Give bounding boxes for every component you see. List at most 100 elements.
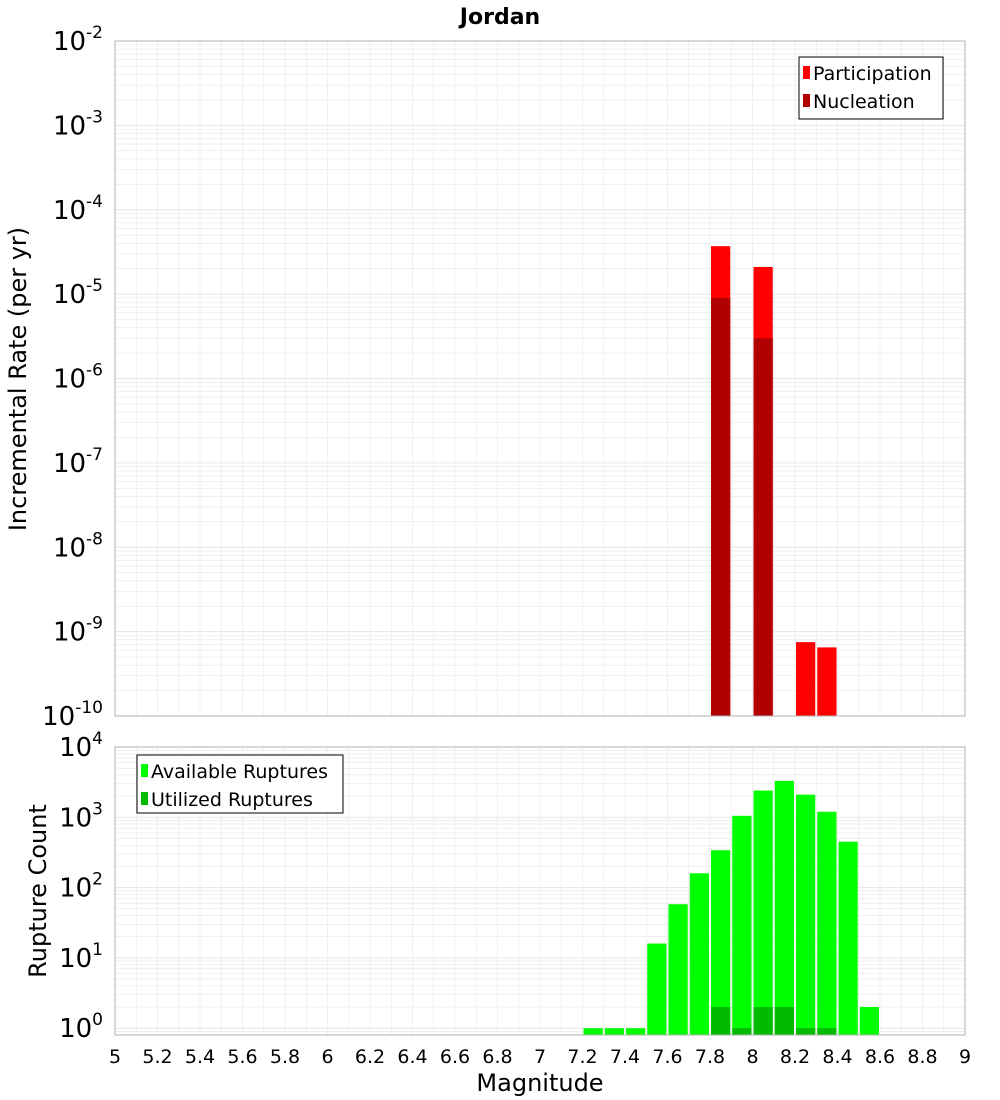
x-tick-label: 5 — [109, 1046, 121, 1068]
bottom-bar-available-ruptures — [753, 790, 773, 1035]
x-tick-label: 7.6 — [652, 1046, 682, 1068]
bottom-bar-available-ruptures — [583, 1028, 603, 1035]
y-tick-exponent: -2 — [86, 23, 103, 43]
x-tick-label: 5.2 — [142, 1046, 172, 1068]
top-legend-label: Nucleation — [813, 91, 915, 113]
top-y-tick-label: 10-10 — [42, 698, 103, 732]
top-bar-participation — [796, 642, 816, 716]
top-y-tick-label: 10-9 — [53, 614, 103, 648]
x-tick-label: 9 — [959, 1046, 971, 1068]
x-tick-label: 8 — [746, 1046, 758, 1068]
y-tick-base: 10 — [53, 449, 86, 479]
y-tick-base: 10 — [53, 280, 86, 310]
y-tick-base: 10 — [59, 874, 92, 904]
x-axis-title: Magnitude — [476, 1069, 603, 1097]
y-tick-exponent: -6 — [86, 361, 103, 381]
y-tick-exponent: 0 — [92, 1010, 103, 1030]
bottom-legend-box — [136, 754, 344, 814]
top-legend-box — [798, 56, 944, 120]
x-tick-label: 6 — [321, 1046, 333, 1068]
bottom-bar-available-ruptures — [774, 780, 794, 1035]
y-tick-base: 10 — [53, 618, 86, 648]
top-bar-participation — [817, 647, 837, 716]
y-tick-exponent: 3 — [92, 799, 103, 819]
y-tick-base: 10 — [53, 111, 86, 141]
y-tick-base: 10 — [53, 365, 86, 395]
bottom-legend-swatch — [141, 764, 148, 777]
top-legend-swatch — [803, 66, 810, 79]
x-tick-label: 7 — [534, 1046, 546, 1068]
top-plot-frame — [114, 40, 966, 717]
bottom-bar-available-ruptures — [711, 850, 731, 1035]
x-tick-label: 5.8 — [270, 1046, 300, 1068]
bottom-y-axis-title: Rupture Count — [24, 804, 52, 978]
top-y-tick-label: 10-6 — [53, 361, 103, 395]
bottom-bar-available-ruptures — [732, 815, 752, 1035]
top-y-tick-label: 10-7 — [53, 445, 103, 479]
bottom-bar-available-ruptures — [838, 841, 858, 1035]
bottom-y-tick-label: 103 — [59, 799, 103, 833]
top-y-tick-label: 10-8 — [53, 529, 103, 563]
x-tick-label: 8.2 — [780, 1046, 810, 1068]
bottom-y-tick-label: 100 — [59, 1010, 103, 1044]
top-y-tick-label: 10-5 — [53, 276, 103, 310]
y-tick-base: 10 — [42, 702, 75, 732]
x-tick-label: 6.4 — [397, 1046, 427, 1068]
bottom-bar-utilized-ruptures — [732, 1028, 752, 1035]
x-tick-label: 7.8 — [695, 1046, 725, 1068]
bottom-y-tick-label: 104 — [59, 729, 103, 763]
y-tick-base: 10 — [53, 27, 86, 57]
bottom-bar-utilized-ruptures — [753, 1007, 773, 1035]
y-tick-base: 10 — [59, 944, 92, 974]
top-legend: Participation Nucleation — [798, 56, 944, 120]
bottom-bar-available-ruptures — [604, 1028, 624, 1035]
bottom-plot-area — [114, 746, 966, 1036]
x-tick-label: 6.8 — [482, 1046, 512, 1068]
x-tick-label: 7.2 — [567, 1046, 597, 1068]
bottom-y-tick-label: 102 — [59, 870, 103, 904]
x-tick-label: 8.4 — [822, 1046, 852, 1068]
bottom-bar-utilized-ruptures — [711, 1007, 731, 1035]
y-tick-exponent: -4 — [86, 192, 103, 212]
bottom-legend: Available Ruptures Utilized Ruptures — [136, 754, 344, 814]
top-bar-nucleation — [753, 338, 773, 716]
bottom-legend-label: Utilized Ruptures — [151, 789, 313, 811]
x-tick-label: 6.2 — [355, 1046, 385, 1068]
bottom-plot-frame — [114, 746, 966, 1036]
bottom-bar-available-ruptures — [668, 904, 688, 1035]
bottom-bar-available-ruptures — [626, 1028, 646, 1035]
bottom-y-tick-label: 101 — [59, 940, 103, 974]
x-tick-label: 6.6 — [440, 1046, 470, 1068]
bottom-legend-label: Available Ruptures — [151, 761, 328, 783]
y-tick-base: 10 — [53, 533, 86, 563]
bottom-bar-utilized-ruptures — [817, 1028, 837, 1035]
top-y-tick-label: 10-4 — [53, 192, 103, 226]
bottom-bar-available-ruptures — [647, 943, 667, 1035]
y-tick-exponent: -8 — [86, 529, 103, 549]
bottom-bar-utilized-ruptures — [774, 1007, 794, 1035]
x-tick-label: 8.6 — [865, 1046, 895, 1068]
x-tick-label: 5.6 — [227, 1046, 257, 1068]
y-tick-exponent: -7 — [86, 445, 103, 465]
y-tick-base: 10 — [59, 803, 92, 833]
y-tick-exponent: -9 — [86, 614, 103, 634]
y-tick-base: 10 — [53, 196, 86, 226]
top-y-tick-label: 10-3 — [53, 107, 103, 141]
top-y-axis-title: Incremental Rate (per yr) — [4, 227, 32, 531]
x-tick-label: 5.4 — [185, 1046, 215, 1068]
bottom-bar-available-ruptures — [796, 794, 816, 1035]
bottom-bar-utilized-ruptures — [796, 1028, 816, 1035]
y-tick-exponent: -10 — [75, 698, 103, 718]
y-tick-exponent: 1 — [92, 940, 103, 960]
y-tick-base: 10 — [59, 1014, 92, 1044]
chart-title: Jordan — [458, 5, 540, 30]
bottom-bar-available-ruptures — [817, 811, 837, 1035]
y-tick-exponent: 4 — [92, 729, 103, 749]
top-legend-swatch — [803, 94, 810, 107]
top-plot-area — [114, 40, 966, 717]
bottom-legend-swatch — [141, 792, 148, 805]
bottom-bar-available-ruptures — [859, 1007, 879, 1035]
top-bar-nucleation — [711, 297, 731, 716]
